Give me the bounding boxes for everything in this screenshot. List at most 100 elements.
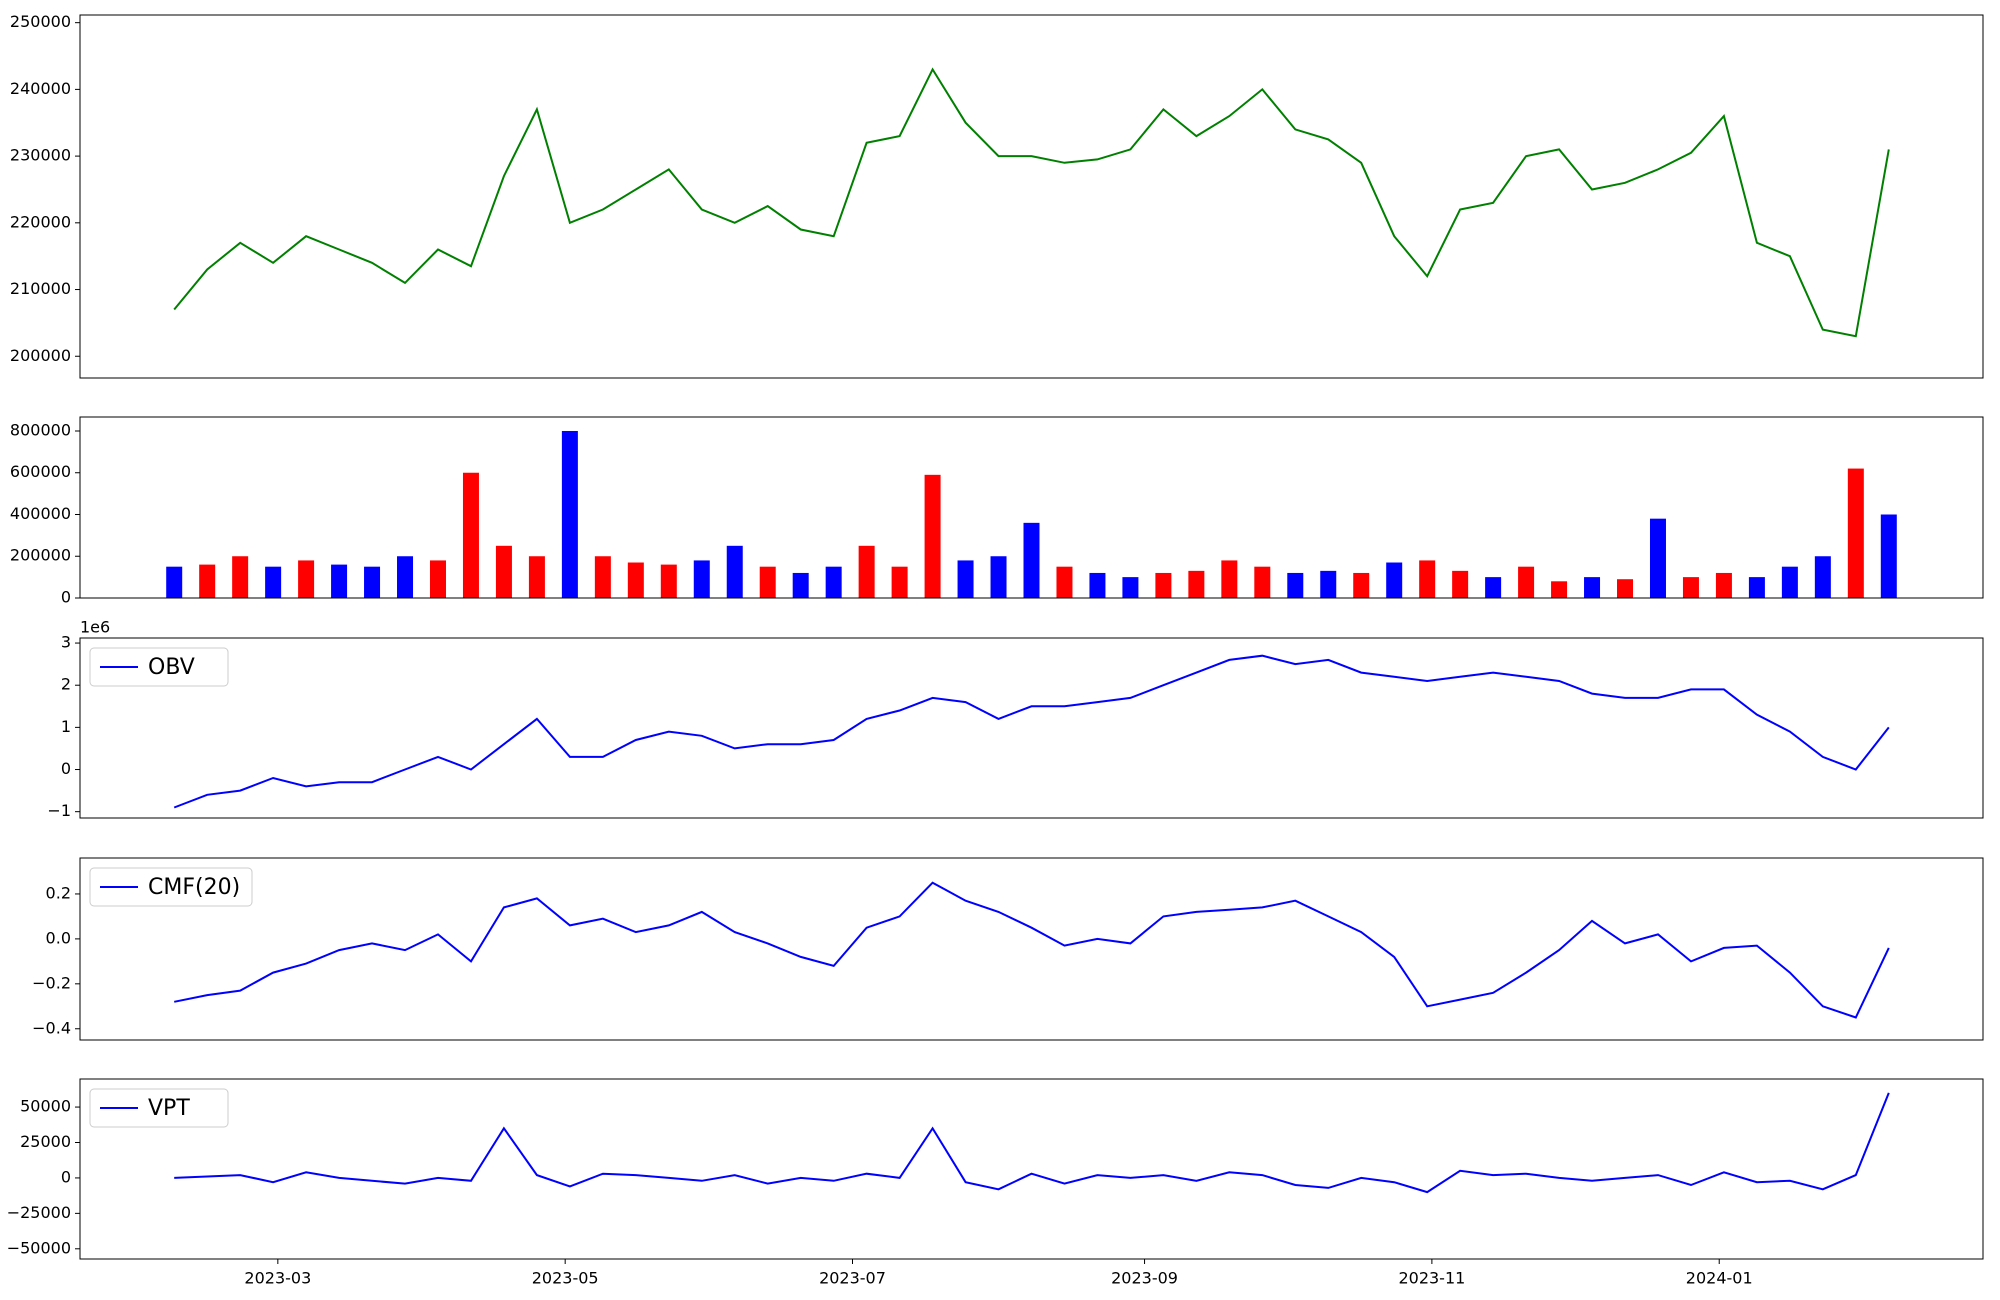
y-tick-label: −1 — [47, 801, 71, 820]
bar — [364, 566, 381, 598]
bar — [1518, 566, 1535, 598]
line — [174, 1092, 1890, 1194]
y-tick-label: 800000 — [10, 420, 71, 439]
y-tick-label: 0.0 — [46, 928, 71, 947]
y-tick-label: 400000 — [10, 504, 71, 523]
y-tick-label: 600000 — [10, 462, 71, 481]
bar — [957, 560, 974, 598]
y-tick-label: 240000 — [10, 79, 71, 98]
axes-frame — [79, 416, 1984, 599]
y-tick-label: 0.2 — [46, 883, 71, 902]
bar — [1419, 560, 1436, 598]
bar — [265, 566, 282, 598]
bar — [1452, 570, 1469, 598]
bar — [1551, 581, 1568, 598]
bar — [726, 545, 743, 598]
y-tick-label: 0 — [61, 1167, 71, 1186]
bar — [561, 430, 578, 598]
line — [173, 654, 1890, 809]
bar — [331, 564, 348, 598]
x-tick-label: 2024-01 — [1686, 1269, 1753, 1288]
axes-frame — [79, 857, 1984, 1041]
bar — [1781, 566, 1798, 598]
y-tick-label: 200000 — [10, 546, 71, 565]
bar — [792, 572, 809, 598]
bar — [495, 545, 512, 598]
bar — [232, 556, 249, 598]
bar — [528, 556, 545, 598]
y-tick-label: 50000 — [20, 1097, 71, 1116]
bar — [462, 472, 479, 598]
bar — [1056, 566, 1073, 598]
legend-label: OBV — [148, 655, 195, 680]
x-tick-label: 2023-11 — [1398, 1269, 1465, 1288]
bar — [1880, 514, 1897, 598]
bar — [1814, 556, 1831, 598]
bar — [1353, 572, 1370, 598]
x-tick-label: 2023-05 — [532, 1269, 599, 1288]
bar — [1320, 570, 1337, 598]
y-tick-label: 3 — [61, 633, 71, 652]
bar — [594, 556, 611, 598]
axes-frame — [79, 637, 1984, 819]
legend-box — [89, 1088, 229, 1128]
y-tick-label: 0 — [61, 588, 71, 607]
bar — [627, 562, 644, 598]
x-tick-label: 2023-09 — [1111, 1269, 1178, 1288]
bar — [1617, 579, 1634, 598]
bar — [1221, 560, 1238, 598]
y-tick-label: −0.2 — [32, 973, 71, 992]
y-tick-label: 230000 — [10, 146, 71, 165]
bar — [1287, 572, 1304, 598]
y-tick-label: 220000 — [10, 212, 71, 231]
legend-box — [89, 867, 253, 907]
y-tick-label: −50000 — [7, 1238, 71, 1257]
bar — [1485, 577, 1502, 598]
y-tick-label: 25000 — [20, 1132, 71, 1151]
line — [174, 881, 1890, 1019]
bar — [397, 556, 414, 598]
bar — [891, 566, 908, 598]
bar — [166, 566, 183, 598]
y-tick-label: 200000 — [10, 346, 71, 365]
axes-frame — [79, 1078, 1984, 1260]
line — [173, 67, 1890, 338]
y-tick-label: 250000 — [10, 12, 71, 31]
y-tick-label: 210000 — [10, 279, 71, 298]
y-tick-label: −25000 — [7, 1203, 71, 1222]
bar — [1584, 577, 1601, 598]
bar — [1155, 572, 1172, 598]
y-tick-label: −0.4 — [32, 1018, 71, 1037]
legend-label: CMF(20) — [148, 875, 240, 900]
axes-frame — [79, 14, 1984, 379]
legend-box — [89, 647, 229, 687]
bar — [693, 560, 710, 598]
bar — [1386, 562, 1403, 598]
bar — [825, 566, 842, 598]
bar — [1023, 522, 1040, 598]
bar — [1748, 577, 1765, 598]
legend-label: VPT — [148, 1096, 190, 1121]
bar — [1122, 577, 1139, 598]
bar — [759, 566, 776, 598]
bar — [1682, 577, 1699, 598]
bar — [990, 556, 1007, 598]
bar — [1188, 570, 1205, 598]
bar — [429, 560, 446, 598]
axis-offset: 1e6 — [80, 618, 110, 637]
bar — [924, 474, 941, 598]
bar — [858, 545, 875, 598]
x-tick-label: 2023-03 — [244, 1269, 311, 1288]
bar — [1847, 468, 1864, 598]
bar — [1649, 518, 1666, 598]
bar — [298, 560, 315, 598]
bar — [660, 564, 677, 598]
bar — [199, 564, 216, 598]
y-tick-label: 0 — [61, 759, 71, 778]
y-tick-label: 2 — [61, 675, 71, 694]
x-tick-label: 2023-07 — [819, 1269, 886, 1288]
y-tick-label: 1 — [61, 717, 71, 736]
bar — [1089, 572, 1106, 598]
bar — [1254, 566, 1271, 598]
